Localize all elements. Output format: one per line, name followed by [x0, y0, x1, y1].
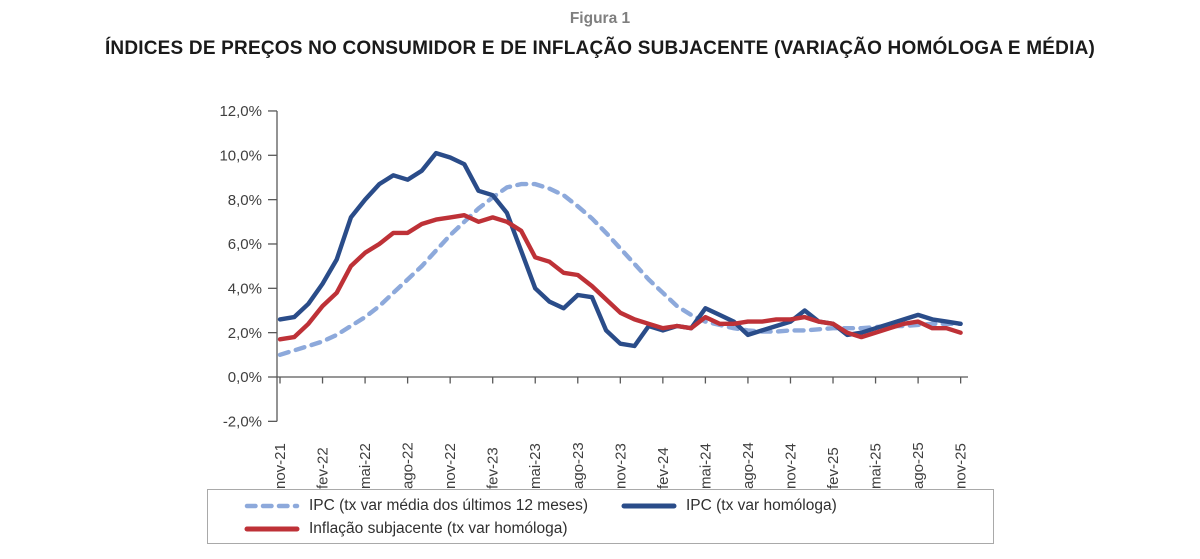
- solid-line-sample: [621, 503, 677, 508]
- x-tick-label: ago-23: [570, 442, 587, 489]
- x-tick-label: mai-25: [868, 443, 885, 489]
- legend-label-ipc-homologa: IPC (tx var homóloga): [686, 496, 837, 514]
- y-tick-label: 6,0%: [228, 236, 262, 253]
- x-tick-label: fev-25: [825, 447, 842, 489]
- y-tick-label: 8,0%: [228, 192, 262, 209]
- x-tick-label: nov-21: [272, 443, 289, 489]
- series-line-1: [277, 181, 963, 357]
- y-tick-label: 4,0%: [228, 281, 262, 298]
- x-tick-label: ago-25: [910, 442, 927, 489]
- series-line-2: [277, 150, 963, 349]
- solid-line-sample: [244, 526, 300, 531]
- x-tick-label: nov-25: [953, 443, 970, 489]
- axes: [268, 110, 968, 422]
- y-tick-label: 2,0%: [228, 325, 262, 342]
- x-tick-label: fev-24: [655, 447, 672, 489]
- legend-label-ipc-media-12m: IPC (tx var média dos últimos 12 meses): [309, 496, 589, 514]
- x-axis-labels: nov-21 fev-22 mai-22 ago-22 nov-22 fev-23 mai-…: [272, 442, 970, 489]
- y-tick-label: 10,0%: [219, 148, 262, 165]
- legend-item-inflacao-subjacente: Inflação subjacente (tx var homóloga): [244, 520, 621, 538]
- x-tick-label: fev-22: [315, 447, 332, 489]
- x-tick-label: mai-23: [527, 443, 544, 489]
- legend-row-1: IPC (tx var média dos últimos 12 meses) …: [244, 494, 985, 517]
- y-tick-label: -2,0%: [223, 414, 262, 431]
- x-tick-label: mai-24: [697, 443, 714, 489]
- x-tick-label: fev-23: [485, 447, 502, 489]
- series-line-3: [277, 212, 963, 342]
- legend-item-ipc-media-12m: IPC (tx var média dos últimos 12 meses): [244, 497, 621, 515]
- x-tick-label: ago-22: [400, 442, 417, 489]
- legend-item-ipc-homologa: IPC (tx var homóloga): [621, 497, 837, 515]
- x-tick-label: nov-24: [782, 443, 799, 489]
- legend-label-inflacao-subjacente: Inflação subjacente (tx var homóloga): [309, 519, 568, 537]
- dashed-line-sample: [244, 503, 300, 508]
- y-tick-label: 0,0%: [228, 369, 262, 386]
- y-tick-label: 12,0%: [219, 103, 262, 120]
- figure-title: ÍNDICES DE PREÇOS NO CONSUMIDOR E DE INF…: [104, 38, 1096, 59]
- x-tick-label: ago-24: [740, 442, 757, 489]
- chart-legend: IPC (tx var média dos últimos 12 meses) …: [207, 489, 994, 544]
- legend-row-2: Inflação subjacente (tx var homóloga): [244, 517, 985, 540]
- x-tick-label: nov-22: [442, 443, 459, 489]
- figure-number: Figura 1: [569, 10, 631, 27]
- x-tick-label: nov-23: [612, 443, 629, 489]
- y-axis-labels: 12,0% 10,0% 8,0% 6,0% 4,0% 2,0% 0,0% -2,0%: [219, 103, 262, 430]
- x-tick-label: mai-22: [357, 443, 374, 489]
